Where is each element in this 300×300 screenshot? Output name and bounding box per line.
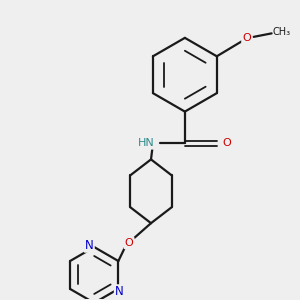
Text: N: N	[85, 238, 94, 252]
Text: HN: HN	[138, 139, 154, 148]
Text: O: O	[125, 238, 134, 248]
Text: CH₃: CH₃	[272, 27, 291, 38]
Text: N: N	[115, 285, 124, 298]
Text: O: O	[242, 33, 251, 43]
Text: O: O	[222, 139, 231, 148]
